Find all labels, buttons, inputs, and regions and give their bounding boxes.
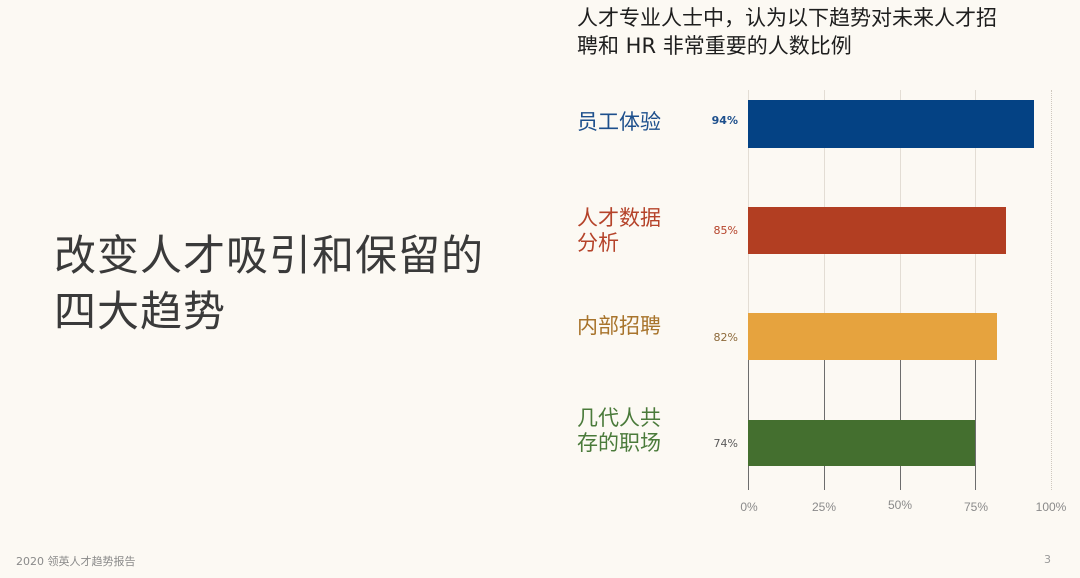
value-label-3: 74% bbox=[713, 437, 738, 450]
bar-internal-mobility bbox=[748, 313, 997, 360]
category-label-talent-analytics: 人才数据 分析 bbox=[577, 206, 661, 255]
page-number: 3 bbox=[1044, 553, 1051, 566]
value-label-2: 82% bbox=[713, 331, 738, 344]
gridline-0 bbox=[748, 90, 749, 490]
category-label-internal-mobility: 内部招聘 bbox=[577, 314, 661, 338]
x-tick-50: 50% bbox=[887, 498, 913, 512]
x-tick-25: 25% bbox=[811, 500, 837, 514]
category-label-employee-experience: 员工体验 bbox=[577, 110, 661, 134]
chart-title: 人才专业人士中，认为以下趋势对未来人才招聘和 HR 非常重要的人数比例 bbox=[577, 6, 997, 58]
footer-report-title: 2020 领英人才趋势报告 bbox=[16, 555, 136, 568]
value-label-1: 85% bbox=[713, 224, 738, 237]
gridline-75-lower bbox=[975, 360, 976, 490]
gridline-100 bbox=[1051, 90, 1052, 490]
category-label-multigenerational-workplace: 几代人共 存的职场 bbox=[577, 406, 661, 455]
x-tick-100: 100% bbox=[1035, 500, 1067, 514]
bar-talent-analytics bbox=[748, 207, 1006, 254]
bar-multigenerational-workplace bbox=[748, 420, 975, 466]
bar-employee-experience bbox=[748, 100, 1034, 148]
value-label-0: 94% bbox=[711, 114, 738, 127]
x-tick-75: 75% bbox=[963, 500, 989, 514]
slide-title: 改变人才吸引和保留的四大趋势 bbox=[54, 231, 485, 336]
x-tick-0: 0% bbox=[740, 500, 758, 514]
